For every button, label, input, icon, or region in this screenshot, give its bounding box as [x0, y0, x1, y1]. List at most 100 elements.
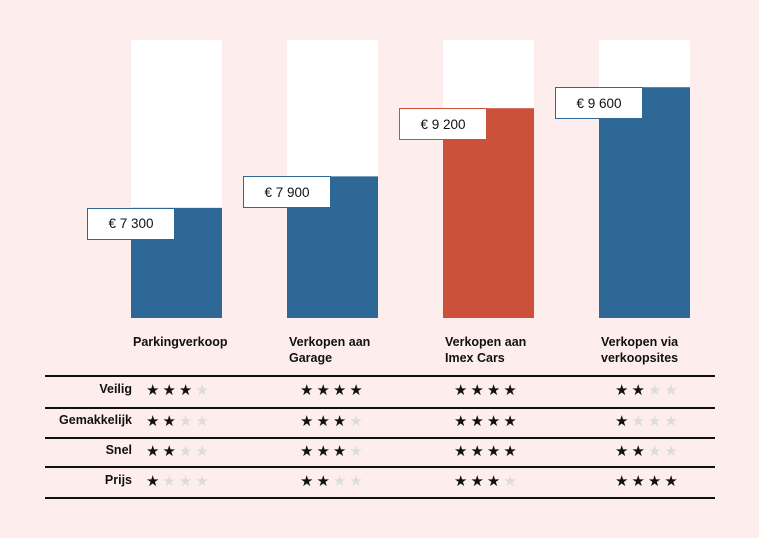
star-rating: ★★★★ — [454, 472, 520, 490]
star-empty-icon: ★ — [178, 472, 196, 490]
star-empty-icon: ★ — [349, 472, 366, 490]
star-filled-icon: ★ — [615, 442, 632, 460]
star-filled-icon: ★ — [486, 382, 504, 399]
star-rating: ★★★★ — [615, 381, 681, 399]
star-filled-icon: ★ — [146, 382, 163, 399]
star-empty-icon: ★ — [349, 413, 366, 430]
star-rating: ★★★★ — [146, 412, 212, 430]
star-empty-icon: ★ — [647, 442, 665, 460]
star-filled-icon: ★ — [316, 472, 333, 490]
star-rating: ★★★★ — [146, 381, 212, 399]
star-empty-icon: ★ — [178, 413, 196, 430]
bar — [443, 108, 534, 318]
star-filled-icon: ★ — [162, 382, 179, 399]
star-filled-icon: ★ — [486, 413, 504, 430]
star-filled-icon: ★ — [503, 413, 520, 430]
star-empty-icon: ★ — [647, 413, 665, 430]
star-filled-icon: ★ — [470, 442, 487, 460]
star-filled-icon: ★ — [162, 442, 179, 460]
star-filled-icon: ★ — [316, 382, 333, 399]
star-filled-icon: ★ — [316, 413, 333, 430]
star-empty-icon: ★ — [162, 472, 179, 490]
star-filled-icon: ★ — [332, 413, 350, 430]
star-filled-icon: ★ — [146, 442, 163, 460]
star-filled-icon: ★ — [615, 472, 632, 490]
star-filled-icon: ★ — [664, 472, 681, 490]
star-empty-icon: ★ — [664, 413, 681, 430]
bar-chart — [131, 40, 690, 318]
row-divider — [45, 497, 715, 499]
star-empty-icon: ★ — [332, 472, 350, 490]
star-rating: ★★★★ — [300, 472, 366, 490]
star-rating: ★★★★ — [300, 412, 366, 430]
star-filled-icon: ★ — [454, 472, 471, 490]
star-empty-icon: ★ — [195, 382, 212, 399]
star-filled-icon: ★ — [647, 472, 665, 490]
category-label: Verkopen via verkoopsites — [601, 335, 679, 365]
star-filled-icon: ★ — [503, 442, 520, 460]
star-filled-icon: ★ — [486, 442, 504, 460]
star-rating: ★★★★ — [454, 412, 520, 430]
star-filled-icon: ★ — [300, 382, 317, 399]
star-filled-icon: ★ — [146, 472, 163, 490]
star-filled-icon: ★ — [332, 382, 350, 399]
rating-row-label: Veilig — [99, 382, 132, 396]
star-empty-icon: ★ — [195, 472, 212, 490]
star-filled-icon: ★ — [470, 472, 487, 490]
star-rating: ★★★★ — [615, 442, 681, 460]
star-filled-icon: ★ — [146, 413, 163, 430]
data-label: € 9 200 — [399, 108, 487, 141]
category-label: Parkingverkoop — [133, 335, 228, 349]
star-empty-icon: ★ — [503, 472, 520, 490]
star-filled-icon: ★ — [178, 382, 196, 399]
category-label: Verkopen aan Garage — [289, 335, 371, 365]
rating-row-label: Gemakkelijk — [59, 413, 132, 427]
star-empty-icon: ★ — [647, 382, 665, 399]
star-filled-icon: ★ — [349, 382, 366, 399]
star-empty-icon: ★ — [631, 413, 648, 430]
star-filled-icon: ★ — [470, 413, 487, 430]
star-rating: ★★★★ — [615, 412, 681, 430]
star-filled-icon: ★ — [470, 382, 487, 399]
star-empty-icon: ★ — [664, 382, 681, 399]
star-filled-icon: ★ — [631, 442, 648, 460]
star-rating: ★★★★ — [146, 472, 212, 490]
star-empty-icon: ★ — [195, 413, 212, 430]
row-divider — [45, 375, 715, 377]
star-filled-icon: ★ — [454, 382, 471, 399]
star-filled-icon: ★ — [162, 413, 179, 430]
star-filled-icon: ★ — [486, 472, 504, 490]
star-filled-icon: ★ — [615, 413, 632, 430]
star-rating: ★★★★ — [300, 442, 366, 460]
row-divider — [45, 437, 715, 439]
star-filled-icon: ★ — [316, 442, 333, 460]
star-rating: ★★★★ — [615, 472, 681, 490]
category-label: Verkopen aan Imex Cars — [445, 335, 527, 365]
star-filled-icon: ★ — [615, 382, 632, 399]
rating-row-label: Prijs — [104, 472, 132, 487]
row-divider — [45, 466, 715, 468]
rating-row-label: Snel — [105, 442, 132, 457]
star-filled-icon: ★ — [454, 442, 471, 460]
star-filled-icon: ★ — [503, 382, 520, 399]
star-empty-icon: ★ — [195, 442, 212, 460]
star-filled-icon: ★ — [631, 472, 648, 490]
star-rating: ★★★★ — [300, 381, 366, 399]
data-label: € 7 300 — [87, 207, 175, 240]
star-filled-icon: ★ — [332, 442, 350, 460]
star-filled-icon: ★ — [300, 413, 317, 430]
star-empty-icon: ★ — [664, 442, 681, 460]
star-rating: ★★★★ — [454, 442, 520, 460]
star-empty-icon: ★ — [178, 442, 196, 460]
star-rating: ★★★★ — [146, 442, 212, 460]
star-filled-icon: ★ — [454, 413, 471, 430]
bar — [599, 87, 690, 318]
star-filled-icon: ★ — [631, 382, 648, 399]
row-divider — [45, 407, 715, 409]
data-label: € 7 900 — [243, 176, 331, 209]
data-label: € 9 600 — [555, 87, 643, 120]
star-rating: ★★★★ — [454, 381, 520, 399]
star-filled-icon: ★ — [300, 472, 317, 490]
star-filled-icon: ★ — [300, 442, 317, 460]
star-empty-icon: ★ — [349, 442, 366, 460]
